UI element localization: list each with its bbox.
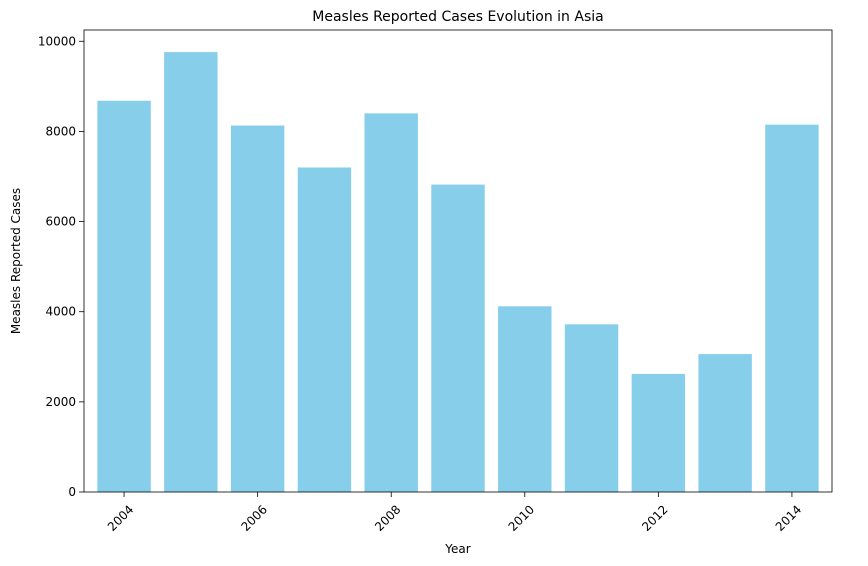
bar-2006	[230, 125, 285, 493]
y-tick-label: 10000	[38, 34, 76, 48]
x-tick-label: 2008	[372, 502, 403, 533]
bar-2009	[431, 184, 485, 492]
bar-2007	[297, 167, 352, 492]
x-axis-ticks: 2004 2006 2008 2010 2012 2014	[105, 492, 804, 534]
y-axis-ticks: 0 2000 4000 6000 8000 10000	[38, 34, 84, 499]
bar-2011	[564, 324, 619, 492]
y-tick-label: 0	[68, 485, 76, 499]
bar-2005	[164, 52, 218, 493]
bar-2012	[631, 373, 686, 492]
bar-2014	[765, 124, 819, 492]
y-tick-label: 4000	[45, 305, 76, 319]
bar-2013	[698, 354, 752, 492]
y-tick-label: 2000	[45, 395, 76, 409]
y-tick-label: 8000	[45, 124, 76, 138]
y-axis-label: Measles Reported Cases	[9, 188, 23, 334]
bar-2008	[364, 113, 418, 492]
x-tick-label: 2004	[105, 502, 136, 533]
bar-2004	[97, 100, 151, 492]
x-tick-label: 2010	[506, 502, 537, 533]
x-tick-label: 2014	[773, 502, 804, 533]
chart-title: Measles Reported Cases Evolution in Asia	[312, 9, 603, 25]
x-tick-label: 2006	[238, 502, 269, 533]
bars	[97, 52, 819, 493]
y-tick-label: 6000	[45, 215, 76, 229]
x-axis-label: Year	[444, 542, 470, 556]
plot-frame	[83, 29, 833, 493]
x-tick-label: 2012	[639, 502, 670, 533]
bar-2010	[498, 306, 552, 492]
